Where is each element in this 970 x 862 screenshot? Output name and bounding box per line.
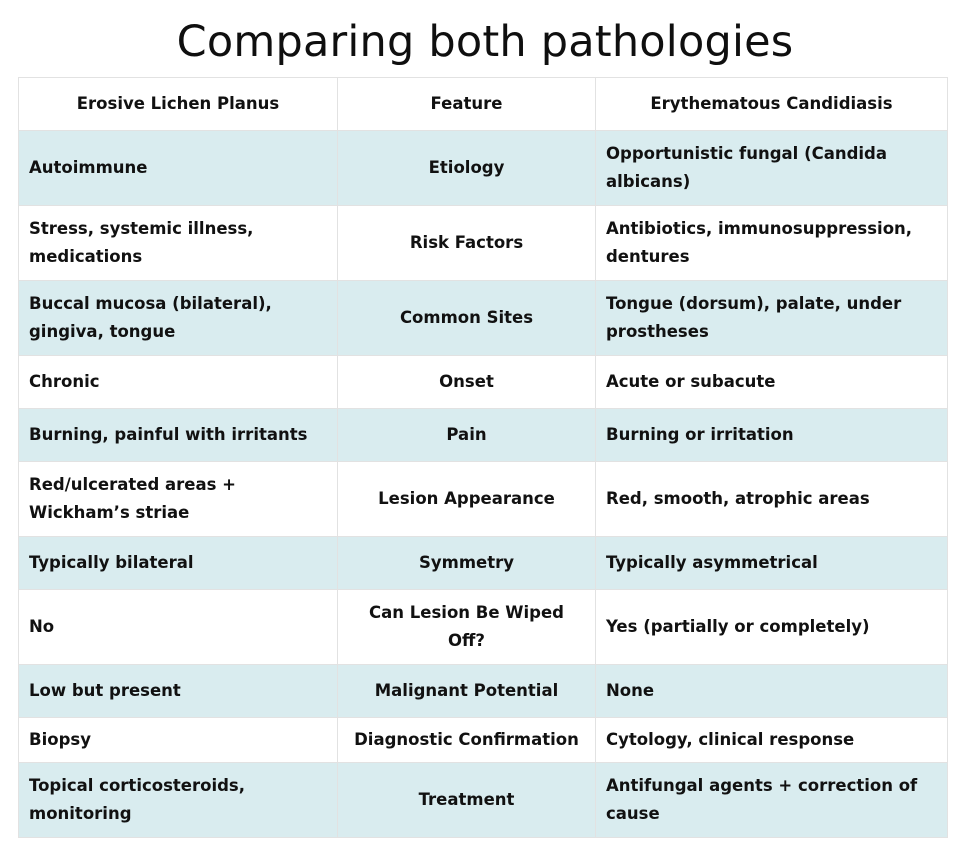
cell-ec: None <box>595 664 948 718</box>
cell-ec: Typically asymmetrical <box>595 536 948 590</box>
cell-elp: Red/ulcerated areas + Wickham’s striae <box>18 461 338 537</box>
page-title: Comparing both pathologies <box>176 17 794 67</box>
cell-elp: Autoimmune <box>18 130 338 206</box>
cell-elp: Buccal mucosa (bilateral), gingiva, tong… <box>18 280 338 356</box>
cell-ec: Acute or subacute <box>595 355 948 409</box>
cell-feature: Can Lesion Be Wiped Off? <box>337 589 596 665</box>
table-row: Chronic Onset Acute or subacute <box>18 355 948 409</box>
table-row: Typically bilateral Symmetry Typically a… <box>18 536 948 590</box>
cell-elp: Stress, systemic illness, medications <box>18 205 338 281</box>
table-row: Burning, painful with irritants Pain Bur… <box>18 408 948 462</box>
table-row: Stress, systemic illness, medications Ri… <box>18 205 948 281</box>
table-row: Biopsy Diagnostic Confirmation Cytology,… <box>18 717 948 763</box>
cell-ec: Red, smooth, atrophic areas <box>595 461 948 537</box>
header-erythematous-candidiasis: Erythematous Candidiasis <box>595 77 948 131</box>
table-header-row: Erosive Lichen Planus Feature Erythemato… <box>18 77 948 131</box>
cell-feature: Treatment <box>337 762 596 838</box>
table-row: Autoimmune Etiology Opportunistic fungal… <box>18 130 948 206</box>
table-row: Topical corticosteroids, monitoring Trea… <box>18 762 948 838</box>
cell-elp: Topical corticosteroids, monitoring <box>18 762 338 838</box>
cell-ec: Burning or irritation <box>595 408 948 462</box>
header-erosive-lichen-planus: Erosive Lichen Planus <box>18 77 338 131</box>
cell-feature: Lesion Appearance <box>337 461 596 537</box>
table-row: No Can Lesion Be Wiped Off? Yes (partial… <box>18 589 948 665</box>
cell-ec: Antifungal agents + correction of cause <box>595 762 948 838</box>
cell-elp: No <box>18 589 338 665</box>
header-feature: Feature <box>337 77 596 131</box>
cell-feature: Pain <box>337 408 596 462</box>
cell-feature: Symmetry <box>337 536 596 590</box>
cell-feature: Malignant Potential <box>337 664 596 718</box>
cell-feature: Common Sites <box>337 280 596 356</box>
table-row: Low but present Malignant Potential None <box>18 664 948 718</box>
cell-elp: Typically bilateral <box>18 536 338 590</box>
table-row: Buccal mucosa (bilateral), gingiva, tong… <box>18 280 948 356</box>
comparison-table: Erosive Lichen Planus Feature Erythemato… <box>18 77 948 838</box>
cell-ec: Tongue (dorsum), palate, under prosthese… <box>595 280 948 356</box>
cell-elp: Low but present <box>18 664 338 718</box>
cell-ec: Antibiotics, immunosuppression, dentures <box>595 205 948 281</box>
cell-ec: Yes (partially or completely) <box>595 589 948 665</box>
cell-elp: Burning, painful with irritants <box>18 408 338 462</box>
cell-feature: Etiology <box>337 130 596 206</box>
cell-feature: Risk Factors <box>337 205 596 281</box>
cell-ec: Opportunistic fungal (Candida albicans) <box>595 130 948 206</box>
table-row: Red/ulcerated areas + Wickham’s striae L… <box>18 461 948 537</box>
cell-feature: Onset <box>337 355 596 409</box>
cell-elp: Chronic <box>18 355 338 409</box>
cell-feature: Diagnostic Confirmation <box>337 717 596 763</box>
cell-elp: Biopsy <box>18 717 338 763</box>
cell-ec: Cytology, clinical response <box>595 717 948 763</box>
